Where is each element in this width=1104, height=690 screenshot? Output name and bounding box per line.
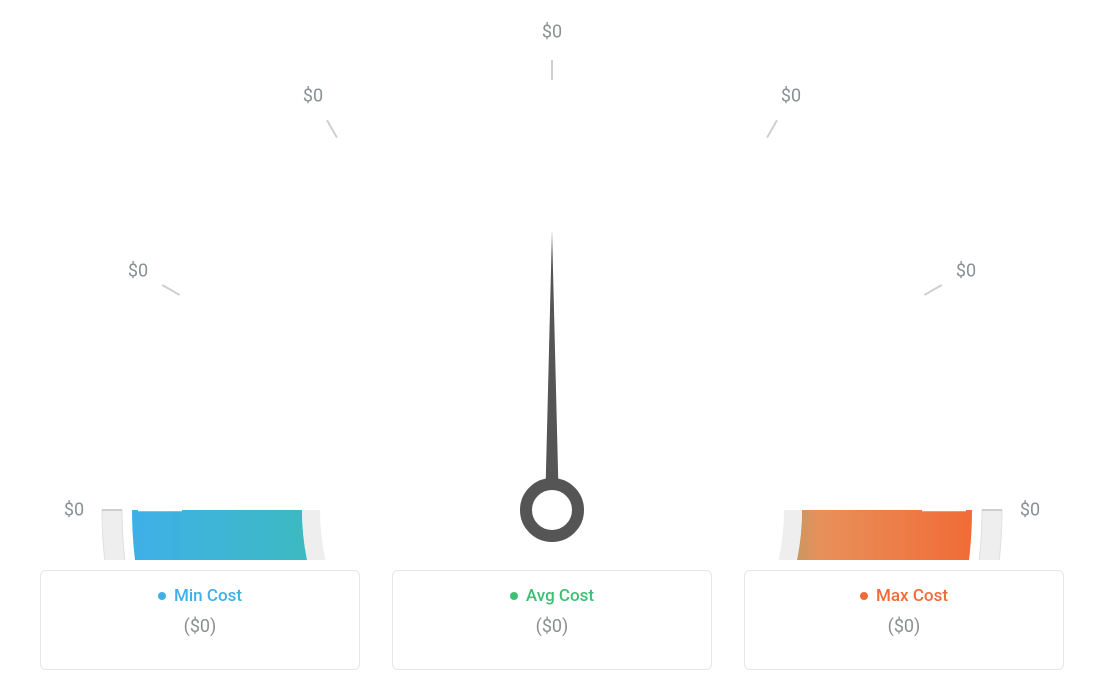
gauge-tick [872, 303, 910, 325]
gauge-tick-label: $0 [781, 86, 801, 107]
gauge-tick [163, 368, 189, 378]
gauge-tick [737, 151, 759, 189]
legend-card-min: Min Cost ($0) [40, 570, 360, 670]
gauge-tick-label: $0 [64, 500, 84, 521]
gauge-tick [800, 193, 818, 214]
gauge-tick [235, 244, 256, 262]
gauge-tick [193, 303, 231, 325]
legend-label-avg: Avg Cost [510, 586, 594, 606]
gauge-tick-label: $0 [542, 22, 562, 43]
gauge-outline-tick [327, 120, 337, 137]
gauge-tick [684, 121, 694, 147]
legend-value-min: ($0) [41, 616, 359, 637]
gauge-tick [848, 244, 869, 262]
gauge-tick [932, 438, 960, 443]
gauge-tick [480, 102, 485, 130]
legend-card-avg: Avg Cost ($0) [392, 570, 712, 670]
gauge-tick-label: $0 [128, 261, 148, 282]
gauge-tick-label: $0 [1020, 500, 1040, 521]
legend-row: Min Cost ($0) Avg Cost ($0) Max Cost ($0… [0, 570, 1104, 690]
gauge-outline-tick [767, 120, 777, 137]
legend-label-min: Min Cost [158, 586, 242, 606]
cost-gauge-widget: $0 $0 $0 $0 $0 $0 $0 Min Cost ($0) Avg Cost ($… [0, 0, 1104, 690]
gauge-tick-label: $0 [303, 86, 323, 107]
gauge-outline-tick [924, 285, 941, 295]
gauge-svg [0, 0, 1104, 560]
gauge-tick [144, 438, 172, 443]
gauge-needle [545, 230, 559, 510]
gauge-chart: $0 $0 $0 $0 $0 $0 $0 [0, 0, 1104, 560]
legend-label-max: Max Cost [860, 586, 948, 606]
gauge-tick [619, 102, 624, 130]
gauge-tick [410, 121, 420, 147]
gauge-tick [345, 151, 367, 189]
gauge-outline-tick [162, 285, 179, 295]
gauge-hub [526, 484, 578, 536]
gauge-tick [286, 193, 304, 214]
legend-value-max: ($0) [745, 616, 1063, 637]
legend-card-max: Max Cost ($0) [744, 570, 1064, 670]
gauge-tick-label: $0 [956, 261, 976, 282]
gauge-tick [915, 368, 941, 378]
legend-value-avg: ($0) [393, 616, 711, 637]
